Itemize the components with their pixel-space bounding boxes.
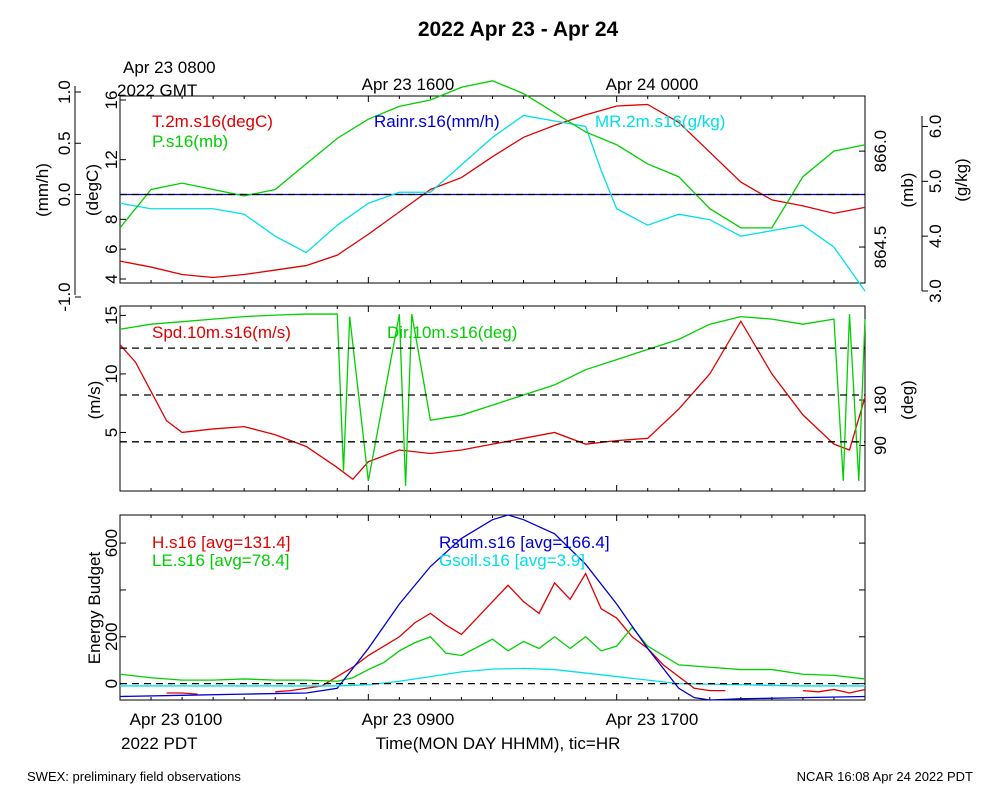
figure-title: 2022 Apr 23 - Apr 24 — [418, 18, 619, 41]
spd-tick-label-2: 15 — [102, 306, 121, 325]
legend-gsoil: Gsoil.s16 [avg=3.9] — [439, 551, 585, 570]
legend-h: H.s16 [avg=131.4] — [152, 533, 290, 552]
dir-tick-label-1: 180 — [871, 386, 890, 414]
legend-dir: Dir.10m.s16(deg) — [387, 323, 517, 342]
spd-axis-label: (m/s) — [85, 381, 104, 420]
energy-axis-label: Energy Budget — [85, 551, 104, 664]
temp-tick-label-2: 8 — [102, 215, 121, 224]
x-axis-title: Time(MON DAY HHMM), tic=HR — [376, 734, 621, 753]
dir-axis-label: (deg) — [898, 380, 917, 420]
footer-left: SWEX: preliminary field observations — [27, 769, 241, 784]
bottom-axis-first-label-line1: Apr 23 0100 — [130, 710, 223, 729]
energy-tick-label-1: 200 — [102, 623, 121, 651]
middle-series-red — [119, 319, 866, 481]
top-series-cyan — [119, 114, 866, 292]
spd-tick-label-0: 5 — [102, 428, 121, 437]
legend-rain: Rainr.s16(mm/h) — [374, 112, 500, 131]
footer-right: NCAR 16:08 Apr 24 2022 PDT — [797, 769, 973, 784]
bottom-axis-label-2: Apr 23 1700 — [606, 710, 699, 729]
temp-tick-label-4: 16 — [102, 91, 121, 110]
legend-spd: Spd.10m.s16(m/s) — [152, 323, 291, 342]
top-axis-first-label-line1: Apr 23 0800 — [123, 58, 216, 77]
dir-tick-label-0: 90 — [871, 436, 890, 455]
mr-tick-label-2: 5.0 — [926, 169, 945, 193]
legend-le: LE.s16 [avg=78.4] — [152, 551, 290, 570]
rain-tick-label-2: 0.5 — [55, 131, 74, 155]
pres-axis-label: (mb) — [898, 173, 917, 208]
mr-tick-label-1: 4.0 — [926, 224, 945, 248]
mr-axis-label: (g/kg) — [952, 158, 971, 201]
mr-tick-label-3: 6.0 — [926, 115, 945, 139]
middle-series-green — [119, 313, 866, 486]
bottom-series-red-seg-2 — [802, 688, 866, 694]
temp-axis-label: (degC) — [83, 164, 102, 216]
temp-tick-label-1: 6 — [102, 244, 121, 253]
mr-tick-label-0: 3.0 — [926, 279, 945, 303]
bottom-axis-first-label-line2: 2022 PDT — [121, 734, 198, 753]
energy-tick-label-0: 0 — [102, 679, 121, 688]
bottom-series-red-seg-0 — [166, 692, 198, 695]
bottom-axis-label-1: Apr 23 0900 — [362, 710, 455, 729]
pres-tick-label-1: 866.0 — [871, 130, 890, 173]
temp-tick-label-3: 12 — [102, 150, 121, 169]
top-series-green — [119, 80, 866, 229]
top-axis-first-label-line2: 2022 GMT — [117, 81, 197, 100]
top-axis-label-2: Apr 24 0000 — [606, 75, 699, 94]
rain-tick-label-1: 0.0 — [55, 183, 74, 207]
legend-mr: MR.2m.s16(g/kg) — [595, 112, 725, 131]
temp-tick-label-0: 4 — [102, 274, 121, 283]
legend-rsum: Rsum.s16 [avg=166.4] — [439, 533, 610, 552]
bottom-series-red-seg-1 — [275, 572, 726, 693]
pres-tick-label-0: 864.5 — [871, 226, 890, 269]
energy-tick-label-3: 600 — [102, 529, 121, 557]
bottom-series-green — [119, 626, 866, 682]
bottom-series-blue — [119, 514, 866, 701]
spd-tick-label-1: 10 — [102, 364, 121, 383]
panel-middle: 5 10 15 (m/s) 90 180 (deg) Spd.10m.s16(m/s) Dir.… — [85, 305, 917, 492]
legend-temp: T.2m.s16(degC) — [152, 112, 273, 131]
panel-top: 4 6 8 12 16 (degC) -1.0 0.0 0.5 1.0 (mm/h) 864.5 866… — [33, 80, 971, 312]
top-series-red — [119, 103, 866, 279]
rain-axis-label: (mm/h) — [33, 163, 52, 217]
legend-pres: P.s16(mb) — [152, 132, 228, 151]
top-axis-label-1: Apr 23 1600 — [362, 75, 455, 94]
rain-tick-label-0: -1.0 — [55, 282, 74, 311]
rain-tick-label-3: 1.0 — [55, 80, 74, 104]
